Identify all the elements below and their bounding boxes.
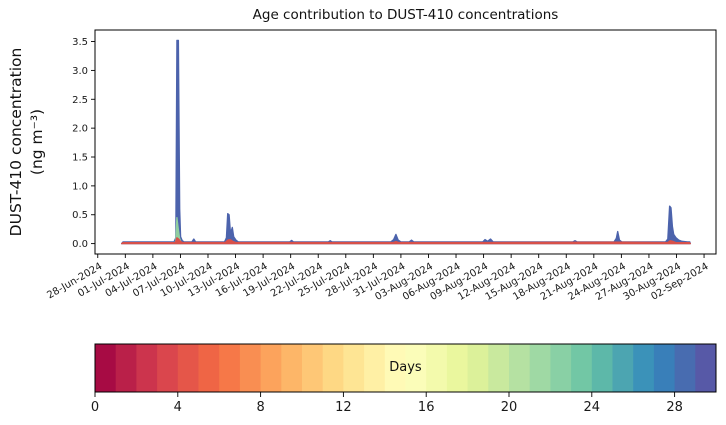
colorbar-segment [529, 344, 551, 392]
y-tick-label: 1.0 [72, 181, 88, 192]
colorbar-segment [136, 344, 158, 392]
colorbar-segment [571, 344, 593, 392]
y-tick-label: 1.5 [72, 153, 88, 164]
colorbar-segment [488, 344, 510, 392]
colorbar-tick-label: 12 [335, 400, 352, 415]
x-axis-ticks: 28-Jun-202401-Jul-202404-Jul-202407-Jul-… [45, 254, 711, 303]
y-tick-label: 2.5 [72, 95, 88, 106]
colorbar-segment [591, 344, 613, 392]
colorbar-segment [302, 344, 324, 392]
colorbar-segment [550, 344, 572, 392]
y-tick-label: 0.0 [72, 239, 88, 250]
y-tick-label: 0.5 [72, 210, 88, 221]
colorbar-segment [509, 344, 531, 392]
y-tick-label: 3.0 [72, 66, 88, 77]
colorbar-segment [633, 344, 655, 392]
colorbar-label: Days [389, 360, 422, 375]
colorbar-segment [653, 344, 676, 392]
colorbar-border [94, 343, 717, 393]
colorbar-segment [239, 344, 262, 392]
colorbar-tick-label: 28 [666, 400, 683, 415]
colorbar-tick-label: 0 [91, 400, 99, 415]
colorbar-segment [467, 344, 489, 392]
colorbar-segment [612, 344, 634, 392]
colorbar-segment [198, 344, 220, 392]
colorbar-tick-label: 16 [418, 400, 435, 415]
colorbar-tick-label: 8 [256, 400, 264, 415]
colorbar-segment [674, 344, 696, 392]
colorbar-segment [260, 344, 282, 392]
colorbar-segment [322, 344, 344, 392]
colorbar-segment [384, 344, 406, 392]
colorbar-segment [157, 344, 179, 392]
colorbar-segment [405, 344, 427, 392]
colorbar-segment [281, 344, 303, 392]
colorbar-segment [95, 344, 117, 392]
y-tick-label: 3.5 [72, 37, 88, 48]
y-tick-label: 2.0 [72, 124, 88, 135]
y-axis-ticks: 0.0 0.5 1.0 1.5 2.0 2.5 3.0 3.5 [72, 37, 95, 250]
colorbar-tick-label: 20 [501, 400, 518, 415]
colorbar-segment [177, 344, 199, 392]
colorbar-segment [343, 344, 365, 392]
axes-spines [94, 29, 717, 255]
colorbar-segment [446, 344, 469, 392]
colorbar-tick-label: 4 [174, 400, 182, 415]
colorbar-segment [426, 344, 448, 392]
series-area-0 [120, 39, 691, 245]
chart-title: Age contribution to DUST-410 concentrati… [252, 7, 559, 23]
series-layers [120, 39, 691, 245]
colorbar-tick-label: 24 [584, 400, 601, 415]
series-area-2 [120, 237, 691, 245]
colorbar: 0 4 8 12 16 20 24 28 [91, 343, 717, 415]
colorbar-segment [115, 344, 137, 392]
colorbar-segment [695, 344, 717, 392]
colorbar-segment [364, 344, 386, 392]
colorbar-segment [219, 344, 241, 392]
